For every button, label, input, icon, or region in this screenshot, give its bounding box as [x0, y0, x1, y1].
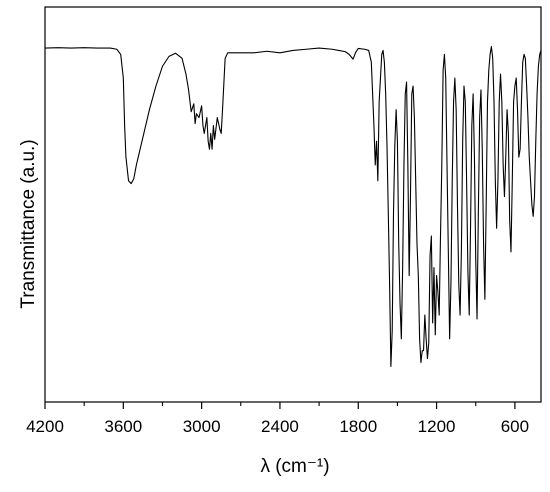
x-axis-tick-labels: 4200 3600 3000 2400 1800 1200 600	[26, 417, 529, 436]
spectrum-series	[44, 45, 542, 367]
plot-border	[44, 6, 542, 403]
x-tick-label: 4200	[26, 417, 64, 436]
x-tick-label: 600	[501, 417, 529, 436]
x-axis-ticks	[44, 402, 516, 409]
x-tick-label: 2400	[261, 417, 299, 436]
spectrum-line-0	[44, 45, 542, 367]
y-axis-title: Transmittance (a.u.)	[18, 139, 39, 308]
x-tick-label: 1200	[418, 417, 456, 436]
x-tick-label: 3000	[183, 417, 221, 436]
x-tick-label: 3600	[104, 417, 142, 436]
x-tick-label: 1800	[339, 417, 377, 436]
plot-frame	[44, 6, 542, 403]
x-axis-title: λ (cm⁻¹)	[260, 456, 329, 477]
